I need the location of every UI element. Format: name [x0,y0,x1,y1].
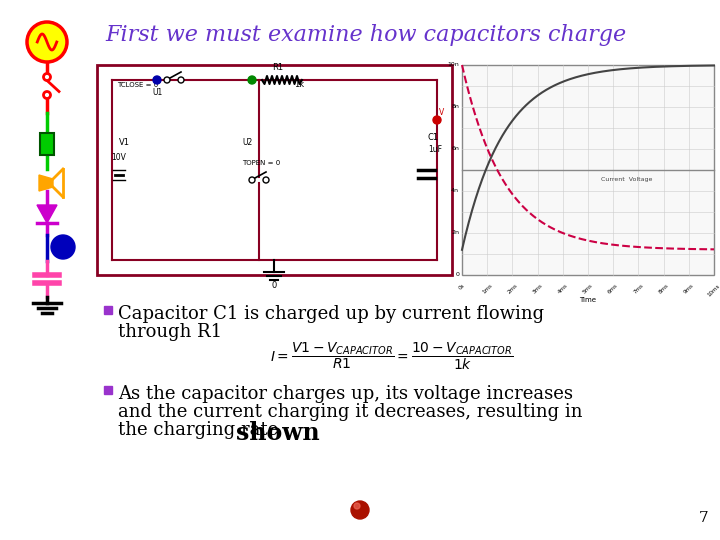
Circle shape [248,76,256,84]
Text: R1: R1 [272,63,283,72]
Text: 5ms: 5ms [582,283,594,295]
Text: C1: C1 [428,133,439,142]
Text: 1k: 1k [294,80,304,89]
Text: 8ms: 8ms [657,283,670,295]
Text: 2ms: 2ms [506,283,518,295]
Text: U2: U2 [242,138,252,147]
Text: 6ms: 6ms [607,283,619,295]
Circle shape [164,77,170,83]
Text: 10ms: 10ms [707,283,720,298]
Text: Capacitor C1 is charged up by current flowing: Capacitor C1 is charged up by current fl… [118,305,544,323]
Circle shape [178,77,184,83]
Text: 10n: 10n [447,63,459,68]
Polygon shape [37,205,57,223]
Text: 9ms: 9ms [683,283,695,295]
Text: and the current charging it decreases, resulting in: and the current charging it decreases, r… [118,403,582,421]
Text: 4n: 4n [451,188,459,193]
Circle shape [263,177,269,183]
Text: 0s: 0s [458,283,466,291]
Text: As the capacitor charges up, its voltage increases: As the capacitor charges up, its voltage… [118,385,573,403]
Text: Time: Time [580,297,596,303]
Text: V: V [439,108,444,117]
Text: 10V: 10V [111,153,126,162]
Text: shown: shown [236,421,320,445]
Text: 4ms: 4ms [557,283,569,295]
Circle shape [249,177,255,183]
Text: 1uF: 1uF [428,145,442,154]
Text: 0: 0 [455,273,459,278]
Text: TCLOSE = 0: TCLOSE = 0 [117,82,158,88]
Text: Current  Voltage: Current Voltage [600,177,652,181]
Text: TOPEN = 0: TOPEN = 0 [242,160,280,166]
Text: 8n: 8n [451,105,459,110]
Circle shape [351,501,369,519]
Text: 3ms: 3ms [531,283,544,295]
Bar [40,133,54,155]
Text: U1: U1 [152,88,162,97]
Text: 7ms: 7ms [632,283,644,295]
Text: V1: V1 [119,138,130,147]
Text: $I = \dfrac{V1 - V_{CAPACITOR}}{R1} = \dfrac{10 - V_{CAPACITOR}}{1k}$: $I = \dfrac{V1 - V_{CAPACITOR}}{R1} = \d… [270,340,513,372]
Circle shape [27,22,67,62]
Text: 0: 0 [271,281,276,290]
Circle shape [433,116,441,124]
Circle shape [153,76,161,84]
Circle shape [51,235,75,259]
Bar [97,65,452,275]
Text: 7: 7 [698,511,708,525]
Polygon shape [39,175,53,191]
Text: 1ms: 1ms [481,283,493,295]
Text: the charging rate: the charging rate [118,421,284,439]
Text: through R1: through R1 [118,323,222,341]
Circle shape [43,91,50,98]
Text: 2n: 2n [451,231,459,235]
Text: 6n: 6n [451,146,459,152]
Circle shape [354,503,360,509]
Circle shape [43,73,50,80]
Bar [462,65,714,275]
Text: First we must examine how capacitors charge: First we must examine how capacitors cha… [105,24,626,46]
